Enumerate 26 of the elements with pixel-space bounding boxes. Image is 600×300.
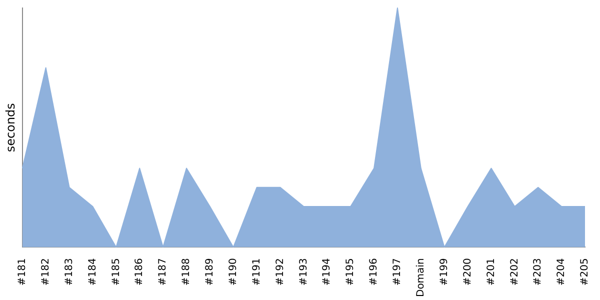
x-tick-label: #204 xyxy=(556,258,568,286)
x-tick-label: #185 xyxy=(110,258,122,286)
x-tick-label: #196 xyxy=(368,258,380,286)
x-tick-label: #182 xyxy=(40,258,52,286)
y-axis-title: seconds xyxy=(3,103,18,152)
x-tick-label: #200 xyxy=(462,258,474,286)
x-tick-label: #183 xyxy=(64,258,75,286)
x-tick-label: #199 xyxy=(438,258,450,286)
x-tick-label: #201 xyxy=(486,258,497,286)
x-tick-label: #190 xyxy=(228,258,239,286)
x-tick-label: Domain xyxy=(416,258,426,298)
x-tick-label: #195 xyxy=(345,258,356,286)
x-tick-label: #189 xyxy=(204,258,216,286)
x-tick-label: #194 xyxy=(322,258,333,286)
x-tick-label: #191 xyxy=(251,258,262,286)
x-tick-label: #187 xyxy=(158,258,169,286)
x-tick-label: #186 xyxy=(134,258,146,286)
x-tick-label: #181 xyxy=(16,258,28,286)
x-tick-label: #203 xyxy=(532,258,544,286)
x-tick-label: #197 xyxy=(392,258,404,286)
x-tick-label: #205 xyxy=(580,258,591,286)
x-tick-label: #188 xyxy=(181,258,192,286)
x-tick-label: #184 xyxy=(87,258,98,286)
x-tick-label: #202 xyxy=(509,258,520,286)
x-tick-label: #193 xyxy=(298,258,310,286)
x-tick-label: #192 xyxy=(274,258,286,286)
